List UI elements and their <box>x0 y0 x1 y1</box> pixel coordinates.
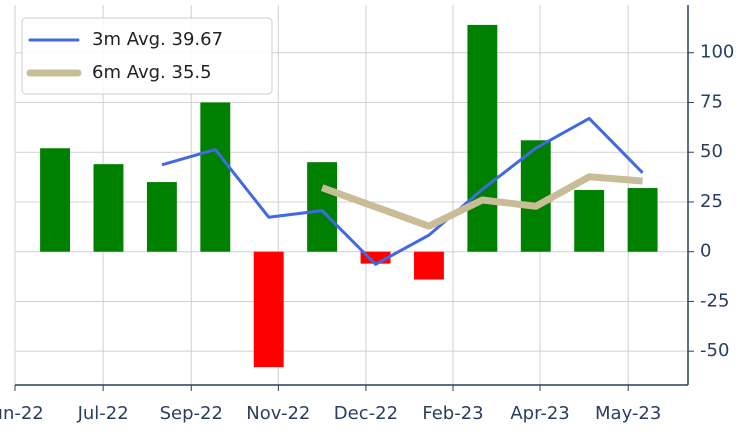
x-tick-label: Jul-22 <box>77 403 129 424</box>
legend-label: 3m Avg. 39.67 <box>92 29 223 50</box>
x-tick-label: Nov-22 <box>246 403 310 424</box>
bar <box>40 148 71 252</box>
line-series <box>320 173 643 230</box>
y-tick-label: -25 <box>700 290 729 311</box>
x-tick-label: May-23 <box>595 403 661 424</box>
legend-label: 6m Avg. 35.5 <box>92 62 212 83</box>
x-tick-label: Feb-23 <box>422 403 483 424</box>
x-tick-label: Dec-22 <box>334 403 398 424</box>
x-tick-label: Jun-22 <box>0 403 44 424</box>
y-tick-label: 0 <box>700 241 711 262</box>
bar <box>360 251 391 264</box>
bar <box>307 162 338 252</box>
y-tick-label: -50 <box>700 340 729 361</box>
x-tick-label: Apr-23 <box>510 403 569 424</box>
bar <box>253 251 284 368</box>
y-tick-label: 25 <box>700 191 723 212</box>
legend-box <box>21 17 273 95</box>
y-tick-label: 50 <box>700 141 723 162</box>
y-tick-label: 75 <box>700 91 723 112</box>
bar <box>93 164 124 252</box>
bar <box>200 102 231 252</box>
line-series <box>161 116 644 266</box>
y-tick-label: 100 <box>700 42 734 63</box>
x-tick-label: Sep-22 <box>160 403 223 424</box>
bar <box>467 24 498 252</box>
bar <box>574 190 605 252</box>
bar <box>520 140 551 252</box>
bar <box>413 251 444 280</box>
bar <box>627 188 658 252</box>
legend: 3m Avg. 39.67 6m Avg. 35.5 <box>21 17 273 95</box>
bar <box>146 182 177 252</box>
